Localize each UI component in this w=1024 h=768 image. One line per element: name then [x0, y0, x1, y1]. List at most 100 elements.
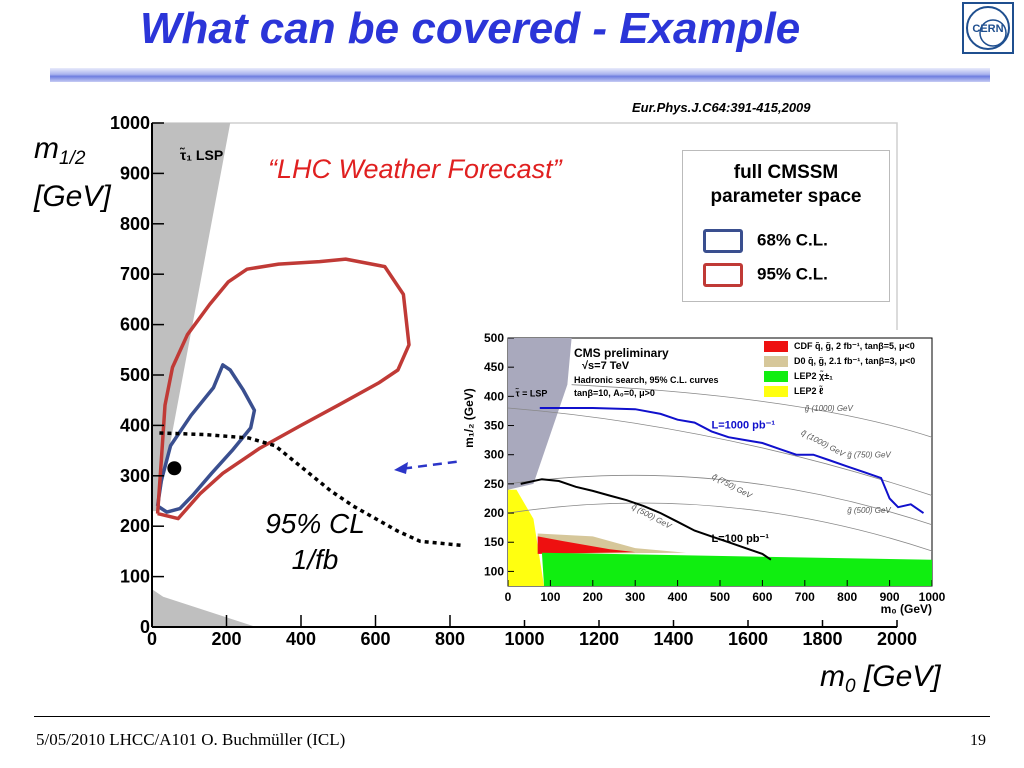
y-tick-label: 100 — [120, 567, 150, 587]
inset-legend-label: LEP2 — [794, 386, 817, 396]
forecast-label: “LHC Weather Forecast” — [268, 154, 562, 184]
y-tick-label: 500 — [120, 365, 150, 385]
comparison-arrowhead-left — [394, 462, 408, 474]
slide-title: What can be covered - Example — [140, 4, 801, 53]
y-axis-label: m1/2 [GeV] — [34, 130, 111, 216]
inset-stau-lsp-region — [508, 338, 572, 490]
y-tick-label: 400 — [120, 415, 150, 435]
inset-mass-contour — [507, 502, 933, 552]
inset-title: CMS preliminary — [574, 346, 669, 360]
inset-y-tick-label: 350 — [484, 419, 504, 433]
inset-y-tick-label: 450 — [484, 360, 504, 374]
inset-x-tick-label: 500 — [710, 590, 730, 604]
x-tick-label: 0 — [147, 629, 157, 649]
title-underline-bar — [50, 68, 990, 82]
inset-legend-label: D0 — [794, 356, 806, 366]
stau-lsp-label: τ̃₁ LSP — [179, 146, 223, 163]
inset-mass-contour — [571, 384, 933, 438]
inset-legend-swatch — [764, 371, 788, 383]
inset-y-tick-label: 400 — [484, 389, 504, 403]
legend-swatch-68 — [703, 229, 743, 253]
inset-x-tick-label: 100 — [540, 590, 560, 604]
cl95-contour — [155, 257, 411, 521]
inset-legend-swatch — [764, 386, 788, 398]
legend-label-95: 95% C.L. — [757, 264, 828, 284]
inset-mass-contour — [507, 474, 933, 526]
inset-cdf-region — [537, 536, 636, 554]
inset-lep2-slepton-region — [508, 489, 545, 586]
y-tick-label: 200 — [120, 516, 150, 536]
best-fit-point — [167, 461, 182, 476]
inset-y-tick-label: 200 — [484, 506, 504, 520]
cern-logo-text: CERN — [972, 23, 1003, 35]
x-tick-label: 2000 — [877, 629, 917, 649]
cl-annotation: 95% CL 1/fb — [240, 506, 390, 578]
inset-legend-row: LEP2 ℓ̃ — [764, 385, 944, 400]
inset-x-tick-label: 300 — [625, 590, 645, 604]
inset-series-label: L=100 pb⁻¹ — [712, 533, 770, 545]
y-tick-label: 900 — [120, 163, 150, 183]
inset-x-tick-label: 600 — [752, 590, 772, 604]
legend-swatch-95 — [703, 263, 743, 287]
inset-legend-detail: q̃, g̃, 2.1 fb⁻¹, tanβ=3, μ<0 — [808, 356, 916, 366]
inset-x-tick-label: 200 — [583, 590, 603, 604]
inset-legend-row: D0 q̃, g̃, 2.1 fb⁻¹, tanβ=3, μ<0 — [764, 355, 944, 370]
inset-legend-swatch — [764, 341, 788, 353]
x-tick-label: 800 — [435, 629, 465, 649]
legend-title-line1: full CMSSM — [733, 162, 839, 183]
inset-mass-contour — [507, 407, 933, 496]
x-axis-subscript: 0 — [845, 676, 856, 697]
y-tick-label: 0 — [140, 617, 150, 637]
cl-annotation-line2: 1/fb — [291, 544, 339, 575]
inset-x-tick-label: 0 — [505, 590, 512, 604]
x-axis-label: m0 [GeV] — [820, 660, 941, 698]
inset-lep2-chargino-region — [541, 552, 932, 586]
cern-logo-icon: CERN — [962, 2, 1014, 54]
x-tick-label: 200 — [211, 629, 241, 649]
inset-contour-label: g̃ (500) GeV — [847, 506, 891, 515]
inset-legend-row: LEP2 χ̃±₁ — [764, 370, 944, 385]
legend-title: full CMSSM parameter space — [683, 161, 889, 209]
inset-x-tick-label: 800 — [837, 590, 857, 604]
footer-text: 5/05/2010 LHCC/A101 O. Buchmüller (ICL) — [36, 730, 346, 749]
inset-x-axis-label: m₀ (GeV) — [881, 602, 932, 616]
inset-legend-detail: χ̃±₁ — [819, 371, 833, 381]
y-tick-label: 300 — [120, 466, 150, 486]
legend-title-line2: parameter space — [710, 186, 862, 207]
legend-label-68: 68% C.L. — [757, 230, 828, 250]
y-tick-label: 1000 — [110, 113, 150, 133]
x-tick-label: 1000 — [504, 629, 544, 649]
y-tick-label: 800 — [120, 214, 150, 234]
x-tick-label: 1400 — [653, 629, 693, 649]
y-tick-label: 700 — [120, 264, 150, 284]
x-tick-label: 600 — [360, 629, 390, 649]
inset-legend-detail: q̃, g̃, 2 fb⁻¹, tanβ=5, μ<0 — [815, 341, 915, 351]
cl-annotation-line1: 95% CL — [265, 508, 365, 539]
reference: Eur.Phys.J.C64:391-415,2009 — [632, 100, 811, 115]
inset-legend-swatch — [764, 356, 788, 368]
inset-series-label: L=1000 pb⁻¹ — [712, 419, 776, 431]
y-axis-unit: [GeV] — [34, 180, 111, 213]
inset-y-tick-label: 250 — [484, 477, 504, 491]
inset-x-tick-label: 900 — [880, 590, 900, 604]
inset-legend-label: LEP2 — [794, 371, 817, 381]
inset-region-label: τ̃ = LSP — [515, 387, 548, 398]
inset-y-tick-label: 300 — [484, 448, 504, 462]
inset-x-tick-label: 400 — [668, 590, 688, 604]
inset-reach-100pb-line — [520, 478, 772, 561]
footer-divider — [34, 716, 990, 717]
y-tick-label: 600 — [120, 315, 150, 335]
x-tick-label: 1800 — [802, 629, 842, 649]
inset-contour-label: g̃ (1000) GeV — [805, 404, 854, 413]
inset-contour-label: g̃ (750) GeV — [847, 451, 891, 460]
legend-item-68: 68% C.L. — [703, 229, 828, 253]
inset-legend-row: CDF q̃, g̃, 2 fb⁻¹, tanβ=5, μ<0 — [764, 340, 944, 355]
inset-legend-detail: ℓ̃ — [819, 386, 824, 396]
stau-lsp-region — [152, 123, 231, 512]
inset-x-tick-label: 1000 — [919, 590, 946, 604]
inset-reach-1000pb-line — [539, 407, 925, 514]
cl68-contour — [155, 363, 257, 514]
inset-legend: CDF q̃, g̃, 2 fb⁻¹, tanβ=5, μ<0 D0 q̃, g… — [764, 340, 944, 400]
